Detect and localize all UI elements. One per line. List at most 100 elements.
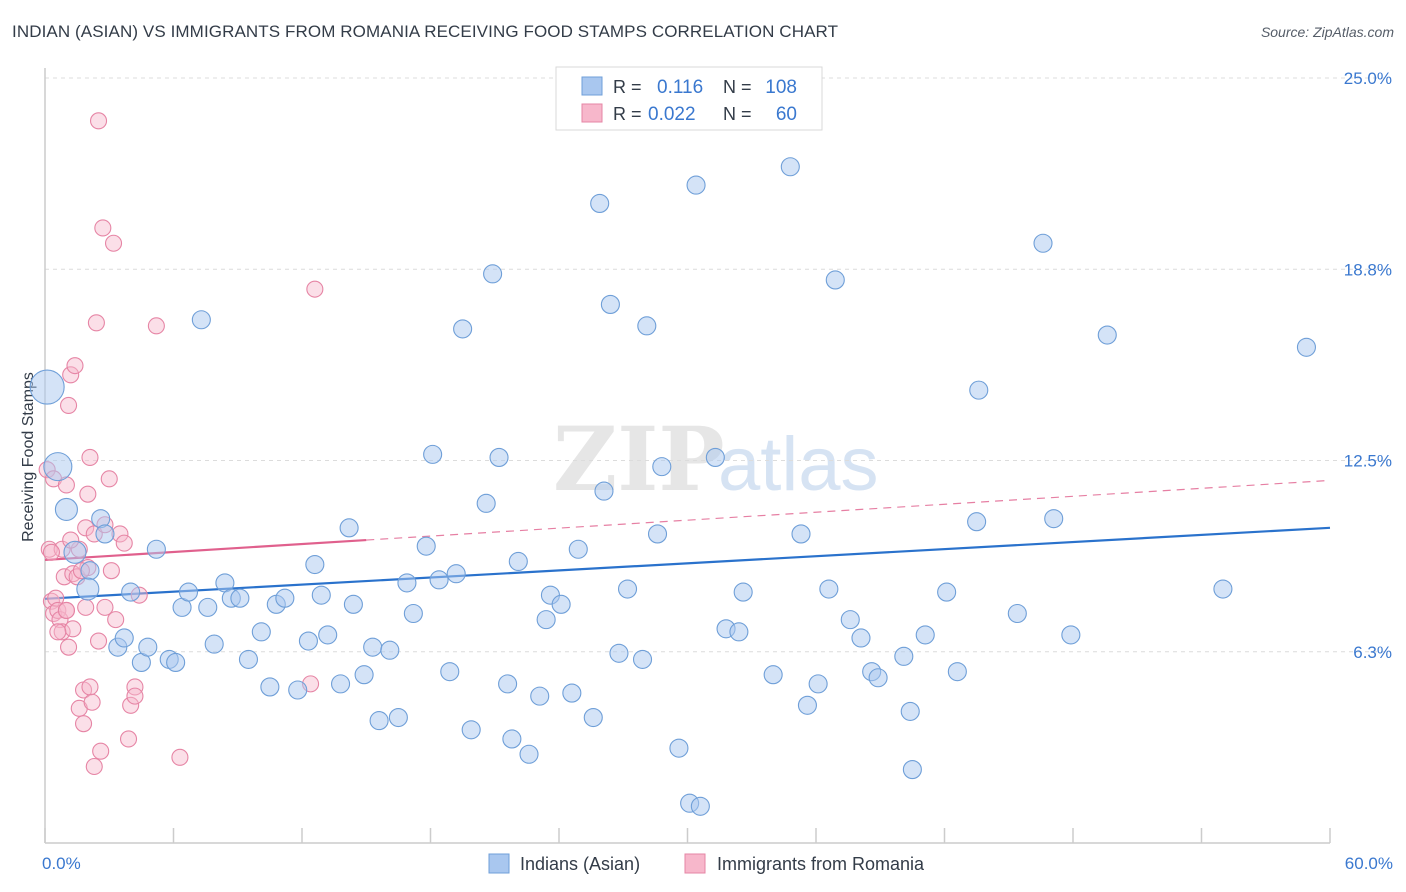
stats-r-label-pink: R = [613,104,642,124]
legend-swatch-blue [488,853,510,874]
point-romania-47 [122,696,140,714]
point-indians-23 [230,588,250,608]
gridlines [45,77,1390,653]
point-romania-49 [126,687,144,705]
stats-n-label-pink: N = [723,104,752,124]
point-romania-15 [62,366,80,384]
point-indians-85 [797,695,817,715]
series-indians-points [29,157,1316,816]
point-indians-76 [690,796,710,816]
point-indians-9 [114,628,134,648]
point-indians-33 [318,625,338,645]
point-indians-13 [146,539,166,559]
point-indians-87 [819,579,839,599]
point-indians-80 [729,622,749,642]
point-indians-72 [647,524,668,544]
point-indians-58 [530,686,550,706]
stats-r-value-pink: 0.022 [648,104,696,125]
point-indians-98 [937,582,957,602]
y-tick-label-2: 18.8% [1344,260,1392,279]
point-indians-97 [947,662,967,682]
point-indians-77 [686,175,706,195]
point-indians-96 [915,625,935,645]
point-indians-81 [733,582,753,602]
point-romania-28 [81,678,99,696]
point-romania-9 [53,623,71,641]
point-romania-43 [107,611,125,629]
point-indians-61 [551,594,571,614]
point-indians-63 [568,539,588,559]
point-indians-103 [1044,509,1064,529]
point-indians-49 [453,319,473,339]
point-romania-52 [171,748,189,766]
point-romania-25 [77,598,95,616]
point-romania-41 [102,562,120,580]
watermark: ZIP atlas [553,407,879,511]
point-romania-54 [306,280,324,298]
stats-r-label-blue: R = [613,77,642,97]
point-romania-13 [60,638,78,656]
point-romania-18 [66,357,84,375]
point-indians-73 [652,457,672,477]
point-indians-17 [178,582,199,602]
point-indians-106 [1213,579,1233,599]
point-indians-19 [198,597,218,617]
legend-item-indians[interactable]: Indians (Asian) [488,853,640,874]
point-indians-41 [388,707,408,728]
point-indians-39 [369,711,389,731]
point-indians-44 [416,536,436,556]
point-indians-88 [825,270,845,290]
point-romania-30 [83,693,101,711]
point-indians-99 [969,380,989,400]
point-indians-52 [483,264,503,284]
point-indians-66 [594,481,614,501]
point-romania-33 [87,314,105,332]
watermark-zip: ZIP [553,407,725,511]
point-indians-5 [76,577,100,601]
chart-title: INDIAN (ASIAN) VS IMMIGRANTS FROM ROMANI… [12,22,839,41]
point-indians-71 [637,316,657,336]
point-indians-102 [1033,233,1053,253]
point-romania-55 [57,601,75,619]
point-indians-64 [583,707,603,728]
point-indians-34 [330,674,351,694]
point-indians-83 [780,157,800,177]
point-indians-92 [868,668,888,688]
point-indians-28 [275,588,295,608]
legend-swatch-pink [684,853,706,874]
point-indians-69 [617,579,638,599]
x-tick-label-1: 60.0% [1345,854,1393,873]
legend: Indians (Asian) Immigrants from Romania [488,853,925,874]
stats-n-label-blue: N = [723,77,752,97]
point-indians-42 [397,573,417,593]
point-indians-24 [238,649,259,669]
point-indians-86 [808,674,828,694]
point-romania-42 [104,234,123,252]
point-indians-37 [354,665,374,685]
trend-line-romania [44,538,367,562]
point-indians-30 [298,631,318,651]
point-indians-74 [669,738,689,758]
point-indians-57 [519,744,539,764]
point-indians-90 [851,628,871,648]
point-indians-101 [1007,603,1027,624]
point-indians-32 [311,585,331,605]
point-indians-40 [380,640,400,660]
legend-item-romania[interactable]: Immigrants from Romania [684,853,925,874]
x-tick-labels: 0.0% 60.0% [42,854,1393,873]
point-romania-31 [85,757,103,776]
point-romania-14 [60,396,78,414]
point-indians-89 [840,610,860,630]
point-indians-10 [121,582,141,602]
point-indians-2 [54,497,78,522]
point-indians-78 [705,447,725,467]
point-indians-20 [204,634,224,654]
point-romania-57 [49,623,67,641]
y-tick-label-1: 12.5% [1344,452,1392,471]
point-indians-38 [363,637,383,657]
point-indians-3 [63,540,87,564]
axes [44,68,1331,844]
point-indians-36 [343,594,363,614]
point-indians-84 [791,524,811,544]
point-indians-54 [498,674,518,694]
